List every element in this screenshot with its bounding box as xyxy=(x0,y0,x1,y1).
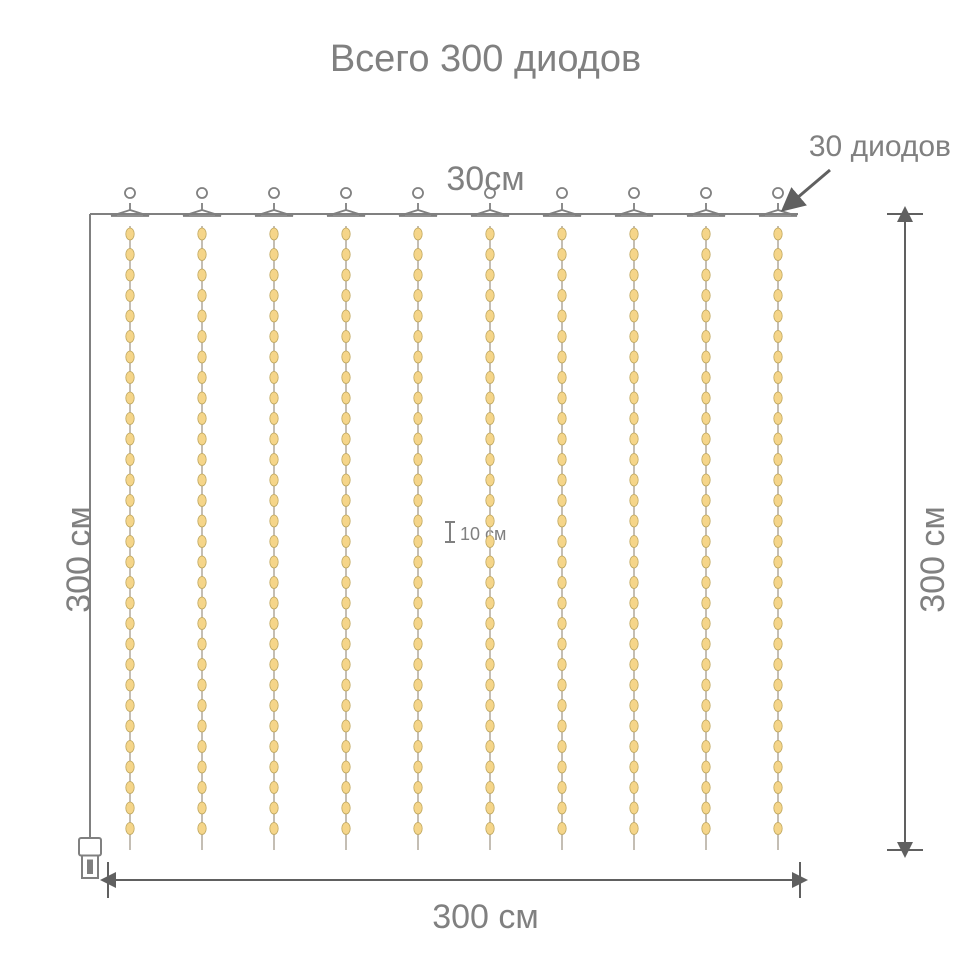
diagram-canvas xyxy=(0,0,971,967)
